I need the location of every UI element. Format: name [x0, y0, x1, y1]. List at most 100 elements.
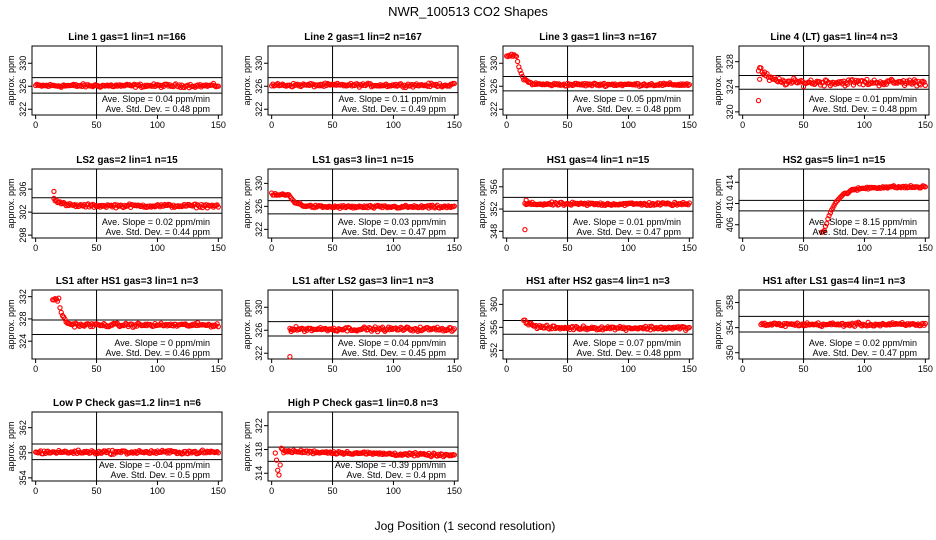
- y-tick-label: 314: [254, 466, 264, 481]
- x-tick-label: 150: [211, 486, 226, 496]
- y-tick-label: 322: [489, 102, 499, 117]
- x-tick-label: 0: [269, 486, 274, 496]
- data-point: [922, 82, 928, 89]
- x-tick-label: 0: [33, 243, 38, 253]
- x-tick-label: 50: [92, 243, 102, 253]
- chart-panel-13: Low P Check gas=1.2 lin=1 n=6 0 50 100 150 35…: [6, 398, 226, 496]
- y-tick-label: 352: [489, 202, 499, 217]
- data-point: [922, 320, 928, 327]
- std-dev-annotation: Ave. Std. Dev. = 0.48 ppm: [106, 104, 210, 114]
- data-point: [51, 188, 57, 195]
- panel-title: Line 2 gas=1 lin=2 n=167: [304, 32, 422, 43]
- std-dev-annotation: Ave. Std. Dev. = 0.5 ppm: [111, 470, 210, 480]
- data-point: [54, 298, 61, 304]
- x-tick-label: 100: [621, 364, 636, 374]
- y-tick-label: 302: [18, 205, 28, 220]
- x-tick-label: 100: [150, 243, 165, 253]
- data-point: [62, 316, 68, 322]
- data-point: [824, 221, 830, 227]
- y-tick-label: 326: [18, 79, 28, 94]
- data-point: [821, 83, 827, 89]
- data-point: [827, 210, 833, 216]
- y-tick-label: 326: [254, 323, 264, 338]
- y-tick-label: 356: [489, 179, 499, 194]
- data-point: [513, 53, 520, 60]
- x-tick-label: 150: [211, 120, 226, 130]
- x-tick-label: 150: [682, 364, 697, 374]
- data-point: [867, 80, 874, 87]
- x-tick-label: 150: [447, 364, 462, 374]
- data-point: [505, 53, 511, 60]
- chart-panel-7: HS1 gas=4 lin=1 n=15 0 50 100 150 348 352 356ap…: [477, 155, 697, 253]
- chart-panel-4: Line 4 (LT) gas=1 lin=4 n=3 0 50 100 150 320 3…: [713, 32, 933, 130]
- std-dev-annotation: Ave. Std. Dev. = 0.47 ppm: [342, 227, 446, 237]
- y-tick-label: 324: [725, 79, 735, 94]
- y-tick-label: 330: [489, 56, 499, 71]
- data-point: [686, 200, 692, 206]
- x-tick-label: 100: [857, 364, 872, 374]
- x-tick-label: 0: [504, 120, 509, 130]
- panel-title: LS1 after HS1 gas=3 lin=1 n=3: [56, 276, 199, 287]
- data-point: [922, 184, 928, 190]
- chart-panel-2: Line 2 gas=1 lin=2 n=167 0 50 100 150 322 326 3…: [242, 32, 462, 130]
- panel-title: Low P Check gas=1.2 lin=1 n=6: [53, 398, 201, 409]
- data-point: [107, 323, 113, 329]
- y-tick-label: 298: [18, 228, 28, 243]
- data-point: [450, 327, 456, 333]
- std-dev-annotation: Ave. Std. Dev. = 0.47 ppm: [813, 348, 917, 358]
- x-tick-label: 100: [857, 120, 872, 130]
- x-tick-label: 50: [799, 243, 809, 253]
- x-tick-label: 150: [682, 243, 697, 253]
- data-point: [379, 324, 386, 330]
- std-dev-annotation: Ave. Std. Dev. = 0.4 ppm: [347, 470, 446, 480]
- data-point: [191, 322, 197, 328]
- std-dev-annotation: Ave. Std. Dev. = 0.46 ppm: [106, 348, 210, 358]
- x-tick-label: 150: [447, 243, 462, 253]
- x-tick-label: 0: [33, 364, 38, 374]
- y-axis-label: approx. ppm: [6, 299, 16, 349]
- y-axis-label: approx. ppm: [6, 55, 16, 105]
- slope-annotation: Ave. Slope = 0.01 ppm/min: [809, 94, 917, 104]
- data-point: [522, 227, 528, 233]
- data-point: [820, 229, 826, 235]
- slope-annotation: Ave. Slope = 8.15 ppm/min: [809, 217, 917, 227]
- std-dev-annotation: Ave. Std. Dev. = 0.49 ppm: [342, 104, 446, 114]
- y-tick-label: 330: [18, 56, 28, 71]
- y-axis-label: approx. ppm: [713, 299, 723, 349]
- x-tick-label: 0: [269, 243, 274, 253]
- figure-title: NWR_100513 CO2 Shapes: [388, 4, 548, 19]
- data-point: [210, 323, 217, 330]
- chart-panel-3: Line 3 gas=1 lin=3 n=167 0 50 100 150 322 326 3…: [477, 32, 697, 130]
- y-axis-label: approx. ppm: [242, 299, 252, 349]
- panel-title: HS1 after LS1 gas=4 lin=1 n=3: [763, 276, 906, 287]
- slope-annotation: Ave. Slope = 0 ppm/min: [114, 338, 210, 348]
- slope-annotation: Ave. Slope = 0.04 ppm/min: [102, 94, 210, 104]
- y-tick-label: 326: [489, 79, 499, 94]
- data-point: [822, 223, 829, 229]
- data-point: [407, 450, 414, 457]
- x-tick-label: 100: [621, 120, 636, 130]
- y-axis-label: approx. ppm: [242, 55, 252, 105]
- y-tick-label: 322: [18, 102, 28, 117]
- std-dev-annotation: Ave. Std. Dev. = 0.44 ppm: [106, 227, 210, 237]
- panel-title: LS1 after LS2 gas=3 lin=1 n=3: [292, 276, 434, 287]
- data-point: [385, 324, 392, 330]
- y-tick-label: 330: [254, 56, 264, 71]
- data-point: [215, 204, 221, 210]
- data-point: [214, 321, 220, 327]
- panel-title: Line 3 gas=1 lin=3 n=167: [539, 32, 657, 43]
- std-dev-annotation: Ave. Std. Dev. = 0.47 ppm: [577, 227, 681, 237]
- y-tick-label: 330: [254, 300, 264, 315]
- x-tick-label: 100: [621, 243, 636, 253]
- data-point: [56, 295, 62, 301]
- chart-panel-5: LS2 gas=2 lin=1 n=15 0 50 100 150 298 302 306ap…: [6, 155, 226, 253]
- chart-panel-1: Line 1 gas=1 lin=1 n=166 0 50 100 150 322 326 3…: [6, 32, 226, 130]
- x-tick-label: 50: [92, 486, 102, 496]
- chart-panel-11: HS1 after HS2 gas=4 lin=1 n=3 0 50 100 150 35…: [477, 276, 697, 374]
- x-tick-label: 0: [269, 120, 274, 130]
- x-tick-label: 50: [328, 243, 338, 253]
- x-tick-label: 50: [328, 120, 338, 130]
- data-point: [451, 203, 457, 209]
- data-point: [287, 354, 293, 360]
